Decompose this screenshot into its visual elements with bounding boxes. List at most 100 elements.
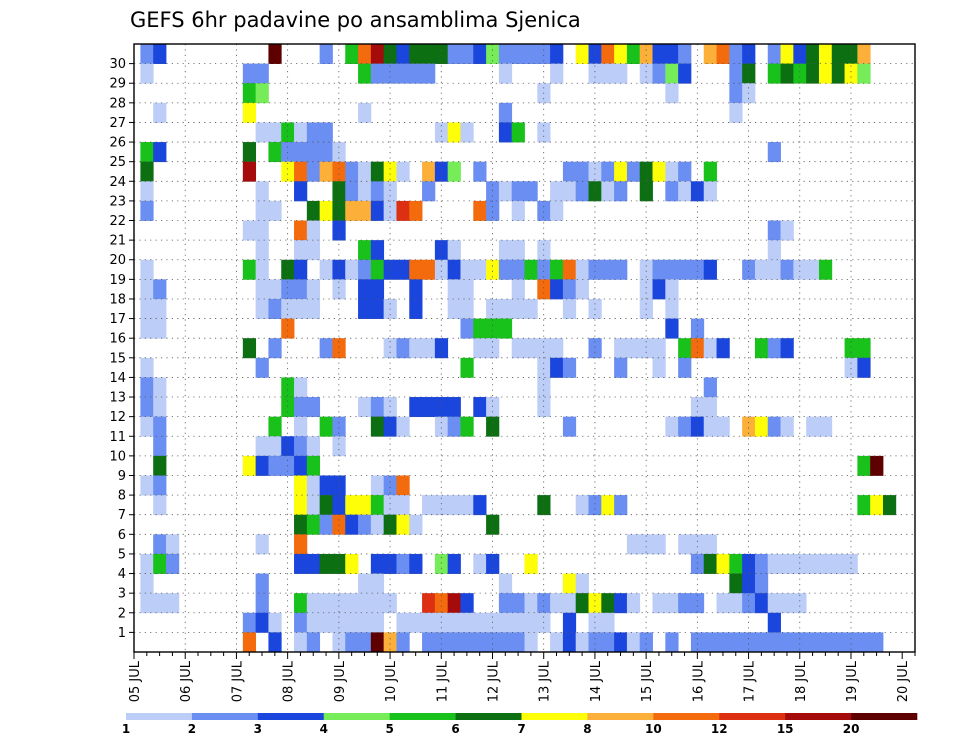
precip-cell (306, 455, 321, 476)
precip-cell (857, 455, 871, 476)
precip-cell (639, 632, 653, 653)
precip-cell (294, 632, 308, 653)
x-tick-label: 14 JUL (589, 660, 604, 702)
x-tick-label: 09 JUL (333, 660, 348, 702)
precip-cell (742, 63, 756, 84)
precip-cell (153, 142, 167, 163)
y-tick-label: 25 (109, 155, 126, 170)
colorbar-segment (587, 713, 654, 720)
colorbar-label: 15 (777, 722, 794, 736)
precip-cell (537, 338, 551, 359)
precip-cell (370, 612, 385, 633)
precip-cell (268, 632, 282, 653)
precip-cell (319, 612, 333, 633)
precip-cell (255, 436, 269, 457)
y-tick-label: 19 (109, 273, 126, 288)
precip-cell (294, 122, 308, 143)
precip-cell (703, 534, 717, 555)
precip-cell (306, 220, 321, 241)
precip-cell (780, 44, 794, 65)
precip-cell (447, 161, 461, 182)
precip-cell (396, 161, 410, 182)
plot-frame (133, 43, 916, 653)
precip-cell (652, 161, 666, 182)
y-tick-label: 17 (109, 312, 126, 327)
precip-cell (460, 495, 474, 516)
precip-cell (575, 181, 589, 202)
precip-cell (870, 632, 884, 653)
y-tick-label: 12 (109, 410, 126, 425)
precip-cell (703, 44, 717, 65)
precip-cell (588, 495, 602, 516)
precip-cell (498, 593, 513, 614)
precip-cell (537, 200, 551, 221)
precip-cell (319, 475, 333, 496)
precip-cell (844, 44, 858, 65)
precip-cell (793, 63, 807, 84)
precip-cell (575, 161, 589, 182)
precip-cell (370, 181, 385, 202)
precip-cell (844, 63, 858, 84)
cells-layer (140, 44, 897, 653)
precip-cell (690, 259, 705, 280)
precip-cell (332, 475, 346, 496)
precip-cell (460, 593, 474, 614)
precip-cell (370, 495, 385, 516)
precip-cell (306, 495, 321, 516)
precip-cell (639, 279, 653, 300)
precip-cell (140, 298, 154, 319)
precip-cell (870, 455, 884, 476)
precip-cell (716, 553, 730, 574)
precip-cell (575, 279, 589, 300)
y-tick-label: 29 (109, 77, 126, 92)
precip-cell (294, 220, 308, 241)
precip-cell (306, 142, 321, 163)
precip-cell (332, 553, 346, 574)
precip-cell (434, 397, 449, 418)
precip-cell (358, 259, 372, 280)
precip-cell (601, 632, 615, 653)
precip-cell (383, 632, 397, 653)
precip-cell (716, 593, 730, 614)
precip-cell (345, 514, 359, 535)
precip-cell (383, 495, 397, 516)
precip-cell (140, 279, 154, 300)
precip-cell (242, 102, 257, 123)
precip-cell (370, 632, 385, 653)
precip-cell (370, 279, 385, 300)
precip-cell (422, 181, 436, 202)
precip-cell (473, 612, 487, 633)
precip-cell (690, 181, 705, 202)
colorbar-label: 4 (320, 722, 328, 736)
precip-cell (703, 377, 717, 398)
precip-cell (498, 63, 513, 84)
precip-cell (844, 338, 858, 359)
precip-cell (358, 200, 372, 221)
precip-cell (537, 357, 551, 378)
precip-cell (716, 338, 730, 359)
y-tick-label: 20 (109, 253, 126, 268)
x-tick-label: 10 JUL (384, 660, 399, 702)
precip-cell (255, 298, 269, 319)
precip-cell (818, 259, 833, 280)
precip-cell (140, 181, 154, 202)
precip-cell (473, 200, 487, 221)
precip-cell (242, 455, 257, 476)
precip-cell (358, 44, 372, 65)
precip-cell (370, 573, 385, 594)
precip-cell (614, 161, 628, 182)
precip-cell (358, 612, 372, 633)
precip-cell (306, 475, 321, 496)
precip-cell (370, 44, 385, 65)
precip-cell (422, 161, 436, 182)
precip-cell (294, 475, 308, 496)
x-tick-label: 15 JUL (640, 660, 655, 702)
y-tick-label: 28 (109, 96, 126, 111)
precip-cell (242, 338, 257, 359)
precip-cell (754, 259, 769, 280)
precip-cell (140, 200, 154, 221)
precip-cell (614, 44, 628, 65)
precip-cell (498, 259, 513, 280)
precip-cell (396, 200, 410, 221)
precip-cell (793, 593, 807, 614)
